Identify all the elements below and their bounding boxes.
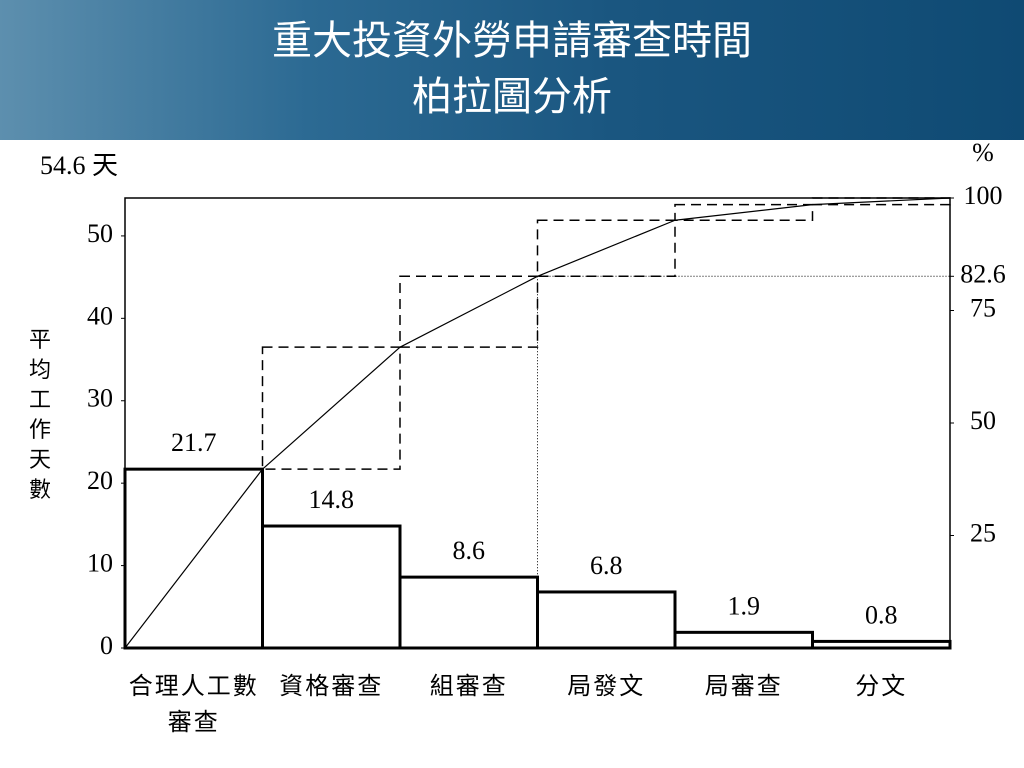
cumulative-line bbox=[262, 346, 401, 470]
y2-tick-label: 100 bbox=[964, 181, 1003, 210]
y-top-label: 54.6 天 bbox=[40, 151, 118, 180]
y2-tick-label: 75 bbox=[970, 293, 996, 322]
x-tick-label: 資格審查 bbox=[279, 672, 384, 700]
x-tick-label: 合理人工數審查 bbox=[128, 672, 259, 736]
title-line: 重大投資外勞申請審查時間 bbox=[272, 18, 752, 64]
cumulative-box bbox=[674, 203, 814, 222]
y2-tick-label: 25 bbox=[970, 518, 996, 547]
value-label: 21.7 bbox=[171, 428, 217, 457]
bar bbox=[261, 524, 402, 650]
y-tick-label: 50 bbox=[87, 219, 113, 248]
cumulative-line bbox=[537, 219, 676, 277]
bar bbox=[536, 590, 677, 650]
bar bbox=[398, 575, 539, 650]
x-tick-label: 局發文 bbox=[567, 672, 646, 700]
x-tick-label: 局審查 bbox=[704, 672, 783, 700]
x-tick-label: 組審查 bbox=[429, 672, 508, 700]
cumulative-line bbox=[674, 203, 813, 221]
cumulative-line bbox=[124, 468, 263, 649]
value-label: 6.8 bbox=[590, 551, 623, 580]
y-axis-label: 平均工作天數 bbox=[28, 328, 51, 503]
y-tick-label: 20 bbox=[87, 466, 113, 495]
cumulative-box bbox=[261, 346, 401, 470]
y2-tick-label: 82.6 bbox=[960, 259, 1006, 288]
title-line: 柏拉圖分析 bbox=[412, 74, 612, 120]
cumulative-line bbox=[812, 197, 951, 206]
cumulative-box bbox=[399, 275, 539, 348]
y-tick-label: 0 bbox=[100, 631, 113, 660]
y-tick-label: 40 bbox=[87, 301, 113, 330]
y-tick-label: 10 bbox=[87, 549, 113, 578]
y2-tick-label: 50 bbox=[970, 406, 996, 435]
cumulative-box bbox=[536, 219, 676, 278]
y-tick-label: 30 bbox=[87, 384, 113, 413]
bar bbox=[811, 639, 952, 650]
value-label: 1.9 bbox=[728, 591, 761, 620]
x-tick-label: 分文 bbox=[855, 672, 908, 700]
bar bbox=[673, 630, 814, 650]
value-label: 0.8 bbox=[865, 600, 898, 629]
cumulative-line bbox=[399, 275, 538, 348]
value-label: 14.8 bbox=[309, 485, 355, 514]
value-label: 8.6 bbox=[453, 536, 486, 565]
cumulative-box bbox=[811, 197, 951, 206]
header-band bbox=[0, 0, 1024, 140]
y2-axis-label: % bbox=[972, 138, 994, 167]
